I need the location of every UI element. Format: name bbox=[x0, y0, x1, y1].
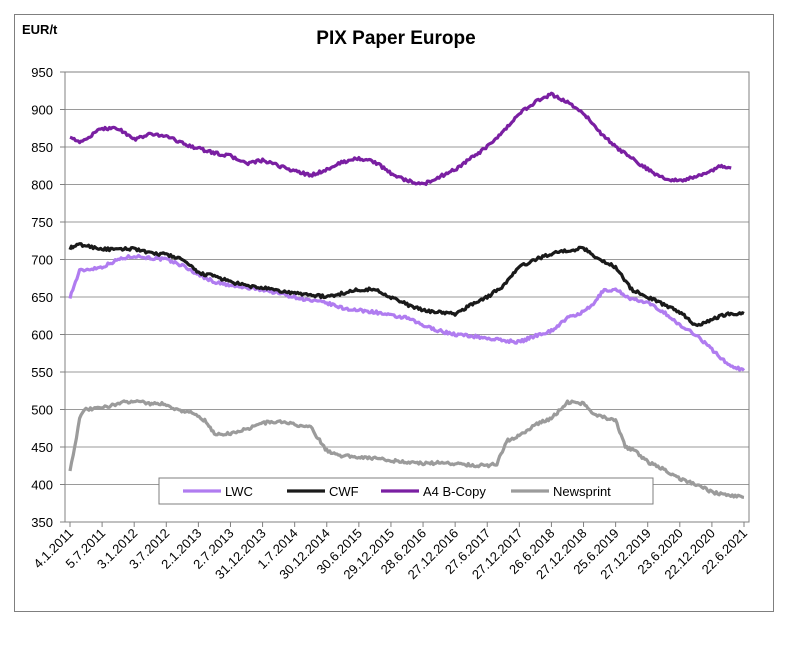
y-tick-label: 650 bbox=[31, 290, 53, 305]
legend-label: A4 B-Copy bbox=[423, 484, 486, 499]
y-tick-label: 550 bbox=[31, 365, 53, 380]
legend-label: LWC bbox=[225, 484, 253, 499]
legend-label: CWF bbox=[329, 484, 359, 499]
y-axis-ticks: 350 400 450 500 550 600 650 700 750 800 850 900 950 bbox=[31, 65, 65, 530]
y-axis-unit-label: EUR/t bbox=[22, 22, 58, 37]
y-tick-label: 750 bbox=[31, 215, 53, 230]
y-tick-label: 600 bbox=[31, 328, 53, 343]
series-line-newsprint bbox=[68, 399, 745, 499]
legend: LWC CWF A4 B-Copy Newsprint bbox=[158, 477, 654, 505]
y-tick-label: 500 bbox=[31, 403, 53, 418]
series-line-lwc bbox=[68, 253, 746, 372]
chart-frame bbox=[14, 14, 774, 612]
y-tick-label: 450 bbox=[31, 440, 53, 455]
y-tick-label: 850 bbox=[31, 140, 53, 155]
gridlines bbox=[65, 109, 749, 485]
series-line-cwf bbox=[68, 242, 745, 328]
y-tick-label: 900 bbox=[31, 103, 53, 118]
y-tick-label: 800 bbox=[31, 178, 53, 193]
x-axis-ticks: 4.1.20115.7.20113.1.20123.7.20122.1.2013… bbox=[30, 522, 750, 582]
chart-title: PIX Paper Europe bbox=[316, 28, 476, 49]
series-line-a4-b-copy bbox=[69, 91, 732, 186]
series-lines bbox=[68, 91, 746, 499]
y-tick-label: 950 bbox=[31, 65, 53, 80]
y-tick-label: 700 bbox=[31, 253, 53, 268]
y-tick-label: 350 bbox=[31, 515, 53, 530]
legend-label: Newsprint bbox=[553, 484, 611, 499]
y-tick-label: 400 bbox=[31, 478, 53, 493]
